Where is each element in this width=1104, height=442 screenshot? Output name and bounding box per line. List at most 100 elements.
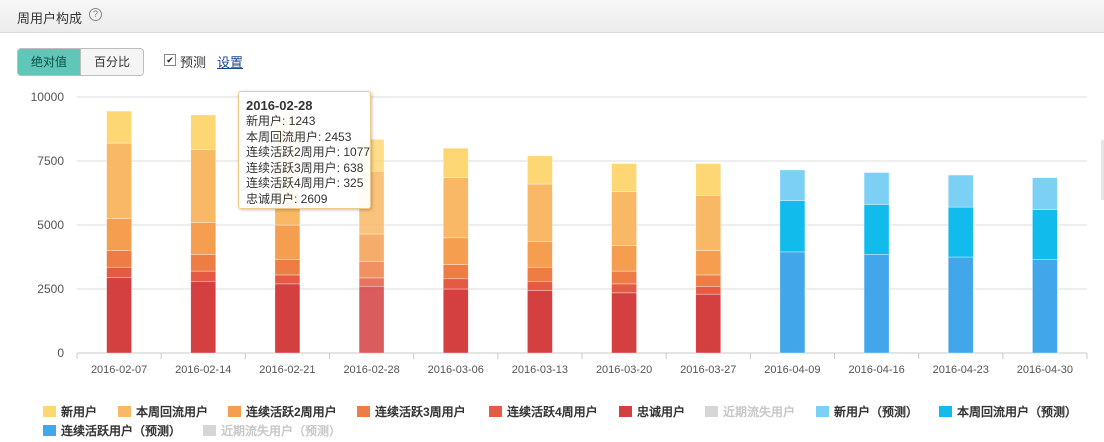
tooltip-date: 2016-02-28 — [246, 98, 313, 113]
legend-item[interactable]: 忠诚用户 — [619, 403, 685, 419]
bar-segment — [442, 278, 469, 290]
x-tick-label: 2016-04-30 — [1017, 364, 1073, 376]
tooltip-row: 本周回流用户: 2453 — [246, 129, 352, 144]
legend-label: 忠诚用户 — [637, 405, 686, 419]
bar-segment — [695, 274, 722, 287]
settings-link[interactable]: 设置 — [217, 55, 244, 70]
legend-label: 连续活跃3周用户 — [375, 405, 466, 419]
bar-segment — [527, 155, 553, 185]
bar-segment — [779, 251, 806, 354]
bar-segment — [106, 110, 132, 144]
bar-segment — [106, 250, 132, 268]
x-tick-label: 2016-04-09 — [764, 364, 820, 376]
bar-segment — [106, 266, 132, 278]
bar-segment — [527, 289, 553, 354]
bar-segment — [695, 250, 722, 276]
bar-segment — [106, 218, 132, 251]
tooltip-row: 连续活跃4周用户: 325 — [246, 176, 364, 190]
bar-segment — [274, 274, 301, 285]
bar-segment — [611, 283, 637, 294]
x-tick-label: 2016-03-27 — [680, 364, 736, 376]
bar-segment — [442, 288, 469, 354]
legend-swatch — [939, 406, 952, 417]
bar-segment — [863, 204, 890, 255]
bar-segment — [190, 222, 217, 255]
bar-segment — [863, 254, 890, 354]
legend-item[interactable]: 近期流失用户（预测） — [203, 422, 341, 438]
bar-segment — [611, 245, 637, 272]
bar-segment — [611, 270, 637, 285]
scrollbar-edge[interactable] — [1101, 140, 1104, 200]
bar-segment — [190, 281, 217, 354]
x-tick-label: 2016-02-14 — [175, 364, 231, 376]
x-tick-label: 2016-02-07 — [91, 364, 147, 376]
legend-swatch — [489, 406, 502, 417]
percentage-button[interactable]: 百分比 — [81, 49, 144, 75]
x-tick-label: 2016-02-21 — [259, 364, 315, 376]
bar-segment — [947, 206, 974, 258]
legend-item[interactable]: 连续活跃3周用户 — [357, 403, 466, 419]
forecast-checkbox[interactable]: ✔ — [164, 54, 176, 66]
legend-label: 本周回流用户（预测） — [957, 405, 1078, 419]
legend-item[interactable]: 新用户（预测） — [816, 403, 918, 419]
bar-segment — [274, 283, 301, 354]
bar-segment — [442, 177, 469, 239]
x-tick-label: 2016-04-16 — [848, 364, 904, 376]
bar-segment — [695, 163, 722, 196]
panel-title: 周用户构成 — [17, 11, 83, 26]
legend-item[interactable]: 连续活跃用户（预测） — [43, 422, 181, 438]
x-tick-label: 2016-03-13 — [512, 364, 568, 376]
legend-item[interactable]: 本周回流用户（预测） — [939, 403, 1077, 419]
bar-segment — [190, 114, 217, 150]
bar-segment — [358, 277, 385, 287]
legend-swatch — [203, 425, 216, 436]
question-circle-icon[interactable]: ? — [89, 8, 102, 21]
legend-swatch — [619, 406, 632, 417]
tooltip-row: 忠诚用户: 2609 — [246, 191, 328, 206]
absolute-value-button[interactable]: 绝对值 — [18, 49, 82, 75]
bar-segment — [527, 241, 553, 268]
x-tick-label: 2016-03-20 — [596, 364, 652, 376]
x-tick-label: 2016-02-28 — [343, 364, 399, 376]
legend-swatch — [43, 406, 56, 417]
legend-swatch — [357, 406, 370, 417]
x-tick-label: 2016-04-23 — [933, 364, 989, 376]
bar-segment — [611, 292, 637, 354]
view-mode-toggle: 绝对值 百分比 — [17, 48, 145, 76]
legend-label: 连续活跃用户（预测） — [61, 424, 182, 438]
bar-segment — [106, 142, 132, 219]
x-tick-label: 2016-03-06 — [428, 364, 484, 376]
legend-item[interactable]: 本周回流用户 — [118, 403, 208, 419]
bar-segment — [779, 169, 806, 201]
legend-item[interactable]: 连续活跃4周用户 — [489, 403, 598, 419]
bar-segment — [358, 285, 385, 354]
y-tick-label: 7500 — [37, 154, 64, 168]
y-tick-label: 2500 — [37, 282, 64, 296]
y-tick-label: 5000 — [37, 218, 64, 232]
legend-label: 连续活跃4周用户 — [507, 405, 598, 419]
bar-segment — [358, 233, 385, 262]
bar-segment — [442, 147, 469, 178]
bar-segment — [1032, 209, 1058, 260]
chart-tooltip: 2016-02-28 新用户: 1243 本周回流用户: 2453 连续活跃2周… — [238, 91, 371, 209]
legend-item[interactable]: 连续活跃2周用户 — [228, 403, 337, 419]
legend-label: 连续活跃2周用户 — [246, 405, 337, 419]
legend-label: 本周回流用户 — [136, 405, 209, 419]
legend-swatch — [118, 406, 131, 417]
bar-segment — [190, 254, 217, 272]
panel-header: 周用户构成 ? — [0, 0, 1104, 33]
bar-segment — [1032, 259, 1058, 354]
bar-segment — [863, 172, 890, 205]
legend-swatch — [816, 406, 829, 417]
bar-segment — [1032, 177, 1058, 210]
legend-label: 近期流失用户（预测） — [221, 424, 342, 438]
bar-segment — [947, 174, 974, 208]
legend-item[interactable]: 近期流失用户 — [705, 403, 795, 419]
bar-segment — [190, 270, 217, 282]
bar-segment — [274, 259, 301, 276]
tooltip-row: 连续活跃2周用户: 1077 — [246, 145, 371, 159]
legend-item[interactable]: 新用户 — [43, 403, 97, 419]
bar-segment — [527, 266, 553, 282]
bar-segment — [106, 277, 132, 354]
